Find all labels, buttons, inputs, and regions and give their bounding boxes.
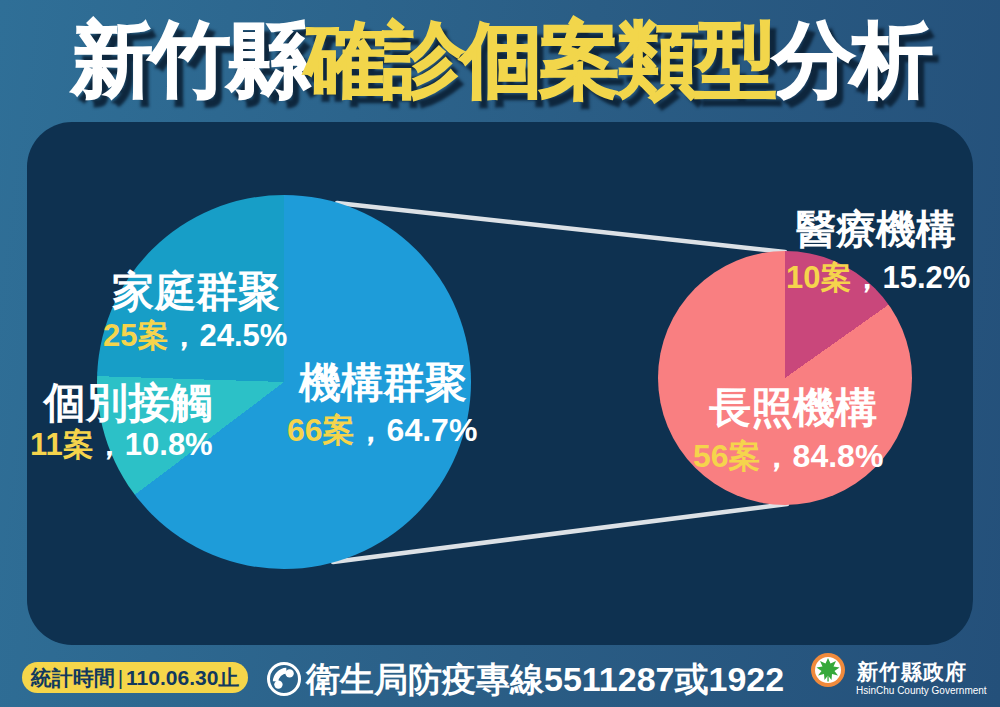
institution-cluster-cases: 66案 [287, 412, 355, 448]
longterm-care-label: 長照機構 [709, 380, 877, 436]
footer-bar: 統計時間|110.06.30止 衛生局防疫專線5511287或1922 新竹縣政… [0, 645, 1000, 707]
individual-contact-percent: ，10.8% [94, 427, 213, 462]
institution-cluster-label: 機構群聚 [299, 355, 467, 411]
government-logo-subtitle: HsinChu County Government [856, 685, 987, 696]
institution-cluster-percent: ，64.7% [355, 412, 478, 448]
family-cluster-value: 25案，24.5% [103, 315, 287, 357]
individual-contact-cases: 11案 [30, 427, 94, 462]
family-cluster-percent: ，24.5% [168, 318, 287, 353]
hotline-text: 衛生局防疫專線5511287或1922 [306, 657, 784, 703]
medical-institution-label: 醫療機構 [796, 202, 956, 257]
individual-contact-label: 個別接觸 [44, 375, 212, 431]
statistics-time-divider: | [118, 666, 123, 690]
longterm-care-value: 56案，84.8% [693, 435, 883, 479]
statistics-time-badge: 統計時間|110.06.30止 [22, 662, 248, 693]
family-cluster-label: 家庭群聚 [112, 264, 280, 320]
statistics-time-label: 統計時間 [31, 664, 115, 692]
institution-cluster-value: 66案，64.7% [287, 409, 477, 453]
longterm-care-percent: ，84.8% [761, 438, 884, 474]
medical-institution-value: 10案，15.2% [786, 257, 970, 299]
longterm-care-cases: 56案 [693, 438, 761, 474]
medical-institution-percent: ，15.2% [851, 260, 970, 295]
government-logo-icon [810, 652, 846, 688]
phone-icon [266, 661, 302, 697]
family-cluster-cases: 25案 [103, 318, 168, 353]
statistics-time-value: 110.06.30止 [126, 664, 239, 692]
government-logo: 新竹縣政府 HsinChu County Government [810, 652, 995, 704]
government-logo-title: 新竹縣政府 [857, 658, 967, 686]
medical-institution-cases: 10案 [786, 260, 851, 295]
individual-contact-value: 11案，10.8% [30, 424, 213, 466]
